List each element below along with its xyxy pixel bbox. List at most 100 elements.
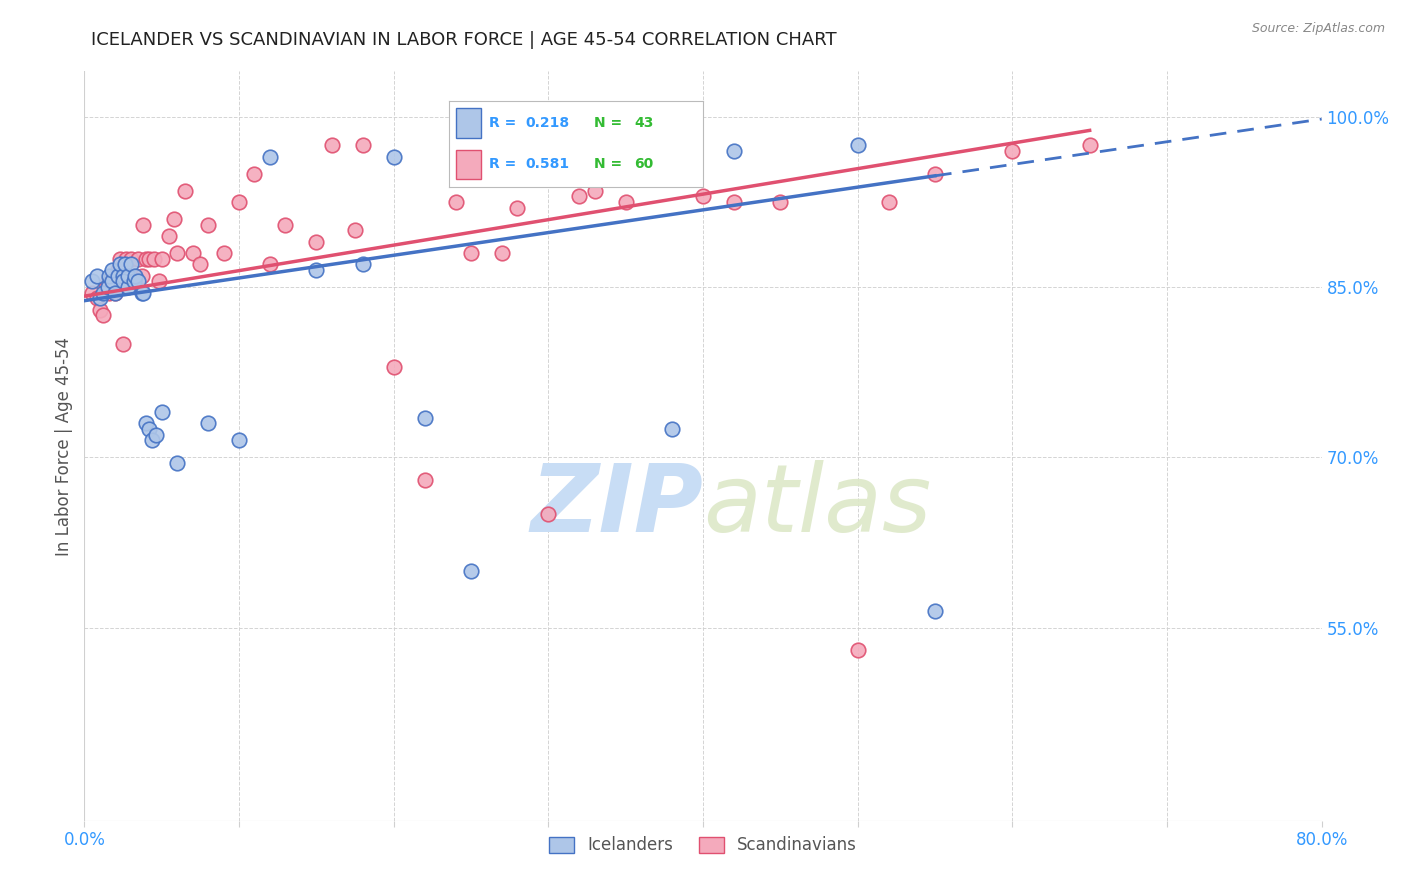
Point — [166, 246, 188, 260]
Point — [112, 268, 135, 283]
Point — [108, 252, 131, 266]
Point — [614, 144, 637, 158]
Text: atlas: atlas — [703, 460, 931, 551]
Point — [1078, 138, 1101, 153]
Point — [692, 189, 714, 203]
Point — [115, 252, 138, 266]
Point — [135, 252, 157, 266]
Point — [138, 422, 160, 436]
Point — [122, 274, 145, 288]
Point — [583, 184, 606, 198]
Point — [846, 643, 869, 657]
Y-axis label: In Labor Force | Age 45-54: In Labor Force | Age 45-54 — [55, 336, 73, 556]
Point — [506, 144, 529, 158]
Point — [138, 252, 160, 266]
Point — [101, 274, 124, 288]
Point — [166, 456, 188, 470]
Point — [112, 336, 135, 351]
Text: ZIP: ZIP — [530, 460, 703, 552]
Point — [117, 280, 139, 294]
Point — [537, 149, 560, 163]
Point — [274, 218, 297, 232]
Point — [352, 138, 374, 153]
Point — [321, 138, 343, 153]
Point — [108, 257, 131, 271]
Point — [413, 410, 436, 425]
Point — [174, 184, 197, 198]
Point — [382, 149, 405, 163]
Point — [343, 223, 366, 237]
Point — [135, 417, 157, 431]
Point — [259, 149, 281, 163]
Point — [82, 285, 104, 300]
Point — [101, 263, 124, 277]
Point — [163, 211, 186, 226]
Point — [96, 280, 118, 294]
Point — [104, 285, 127, 300]
Point — [107, 268, 129, 283]
Point — [614, 194, 637, 209]
Point — [460, 246, 482, 260]
Point — [352, 257, 374, 271]
Point — [243, 167, 266, 181]
Point — [91, 309, 114, 323]
Point — [117, 268, 139, 283]
Point — [537, 507, 560, 521]
Point — [131, 285, 153, 300]
Legend: Icelanders, Scandinavians: Icelanders, Scandinavians — [543, 830, 863, 861]
Point — [491, 246, 513, 260]
Point — [723, 144, 745, 158]
Point — [117, 274, 139, 288]
Point — [127, 274, 149, 288]
Point — [305, 263, 328, 277]
Point — [197, 218, 219, 232]
Point — [89, 292, 111, 306]
Point — [120, 257, 142, 271]
Point — [120, 252, 142, 266]
Point — [112, 274, 135, 288]
Point — [188, 257, 211, 271]
Point — [259, 257, 281, 271]
Point — [132, 285, 155, 300]
Point — [159, 229, 180, 244]
Point — [89, 302, 111, 317]
Point — [150, 405, 173, 419]
Point — [145, 427, 167, 442]
Point — [86, 292, 108, 306]
Point — [877, 194, 900, 209]
Point — [305, 235, 328, 249]
Point — [197, 417, 219, 431]
Point — [460, 564, 482, 578]
Point — [413, 473, 436, 487]
Point — [228, 434, 250, 448]
Point — [114, 257, 136, 271]
Point — [924, 167, 946, 181]
Point — [94, 280, 117, 294]
Point — [96, 274, 118, 288]
Point — [846, 138, 869, 153]
Point — [82, 274, 104, 288]
Point — [101, 274, 124, 288]
Point — [131, 268, 153, 283]
Point — [924, 604, 946, 618]
Point — [1001, 144, 1024, 158]
Point — [212, 246, 235, 260]
Point — [150, 252, 173, 266]
Point — [143, 252, 166, 266]
Point — [122, 274, 145, 288]
Point — [661, 167, 683, 181]
Point — [104, 285, 127, 300]
Point — [228, 194, 250, 209]
Point — [141, 434, 163, 448]
Point — [148, 274, 170, 288]
Point — [124, 268, 146, 283]
Text: ICELANDER VS SCANDINAVIAN IN LABOR FORCE | AGE 45-54 CORRELATION CHART: ICELANDER VS SCANDINAVIAN IN LABOR FORCE… — [91, 31, 837, 49]
Text: Source: ZipAtlas.com: Source: ZipAtlas.com — [1251, 22, 1385, 36]
Point — [124, 268, 146, 283]
Point — [127, 252, 149, 266]
Point — [568, 189, 591, 203]
Point — [506, 201, 529, 215]
Point — [86, 268, 108, 283]
Point — [723, 194, 745, 209]
Point — [444, 194, 467, 209]
